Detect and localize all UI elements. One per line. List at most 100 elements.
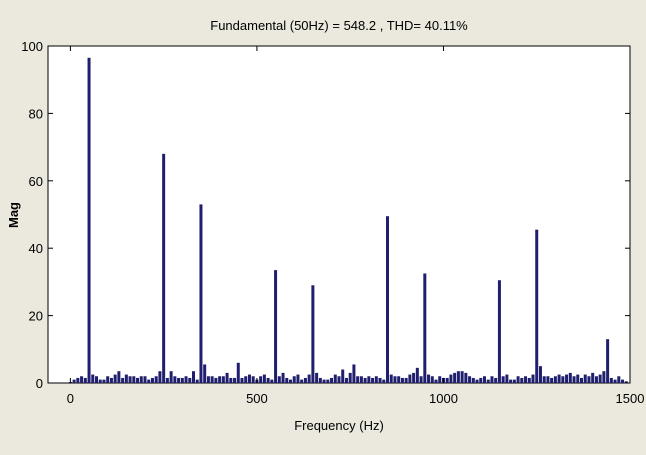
- y-axis-label: Mag: [6, 202, 21, 228]
- bar: [337, 376, 341, 383]
- bar: [180, 377, 184, 383]
- bar: [102, 379, 106, 383]
- bar: [359, 376, 363, 383]
- bar: [184, 376, 188, 383]
- bar: [233, 377, 237, 383]
- plot-area: [47, 45, 631, 384]
- bar: [520, 377, 524, 383]
- bar: [203, 364, 207, 383]
- bar: [404, 377, 408, 383]
- bar: [371, 377, 375, 383]
- bar: [553, 376, 557, 383]
- bar: [281, 372, 285, 383]
- bar: [128, 376, 132, 383]
- bar: [356, 376, 360, 383]
- bar: [389, 374, 393, 383]
- bar: [344, 377, 348, 383]
- bar: [292, 376, 296, 383]
- bar: [225, 372, 229, 383]
- y-tick-label: 80: [29, 106, 43, 121]
- bar: [583, 374, 587, 383]
- bar: [576, 374, 580, 383]
- bar: [386, 216, 389, 383]
- bar: [188, 377, 192, 383]
- bar: [621, 379, 625, 383]
- bar: [471, 377, 475, 383]
- bar: [266, 377, 270, 383]
- bar: [524, 376, 528, 383]
- bar: [158, 371, 162, 383]
- bar: [147, 379, 151, 383]
- bar: [240, 377, 244, 383]
- bar: [483, 376, 486, 383]
- bar: [218, 376, 222, 383]
- bar: [609, 377, 613, 383]
- bar: [311, 285, 315, 383]
- bar: [460, 371, 464, 383]
- bar: [139, 376, 143, 383]
- y-tick-label: 0: [36, 376, 43, 391]
- bar: [400, 377, 404, 383]
- bar: [214, 377, 218, 383]
- bar: [378, 377, 382, 383]
- bar: [270, 379, 274, 383]
- bar: [195, 379, 199, 383]
- bar: [83, 377, 87, 383]
- bar: [490, 376, 494, 383]
- chart-title: Fundamental (50Hz) = 548.2 , THD= 40.11%: [210, 18, 468, 33]
- bar: [98, 379, 102, 383]
- bar: [397, 376, 401, 383]
- bar: [505, 374, 509, 383]
- bar: [363, 377, 367, 383]
- bar: [531, 374, 535, 383]
- bar: [229, 377, 233, 383]
- bar: [154, 376, 158, 383]
- bar: [468, 376, 472, 383]
- bar: [445, 377, 449, 383]
- bar: [494, 377, 498, 383]
- axes-group: 0 500 1000 1500 0 20 40 60 80 100: [21, 39, 644, 406]
- bar: [87, 57, 91, 384]
- bar: [535, 229, 539, 383]
- bar: [109, 377, 113, 383]
- bar: [206, 376, 210, 383]
- bar: [497, 280, 501, 383]
- bar: [509, 379, 513, 383]
- bar: [136, 377, 140, 383]
- bar: [300, 379, 304, 383]
- bar: [143, 376, 147, 383]
- bar: [303, 377, 307, 383]
- y-tick-label: 60: [29, 174, 43, 189]
- bar: [132, 376, 136, 383]
- bar: [516, 376, 520, 383]
- bar: [318, 377, 322, 383]
- bar: [169, 371, 173, 383]
- bar: [244, 376, 248, 383]
- bar: [527, 377, 531, 383]
- bar: [113, 374, 117, 383]
- bar: [262, 374, 266, 383]
- bar: [352, 364, 356, 383]
- bar: [456, 371, 460, 383]
- bar: [91, 374, 95, 383]
- bar: [121, 377, 125, 383]
- x-tick-label: 0: [67, 391, 74, 406]
- bar: [580, 377, 583, 383]
- bar: [221, 376, 225, 383]
- bar: [72, 379, 76, 383]
- bar: [415, 367, 419, 383]
- bar: [247, 374, 251, 383]
- bar: [124, 374, 128, 383]
- bar: [419, 376, 423, 383]
- x-tick-label: 1000: [429, 391, 458, 406]
- x-tick-label: 1500: [616, 391, 645, 406]
- bar: [326, 379, 330, 383]
- bar: [333, 374, 337, 383]
- bar: [289, 379, 292, 383]
- bar: [598, 374, 602, 383]
- bar: [438, 376, 442, 383]
- bar: [76, 377, 80, 383]
- x-axis-label: Frequency (Hz): [294, 418, 384, 433]
- bar: [341, 369, 345, 383]
